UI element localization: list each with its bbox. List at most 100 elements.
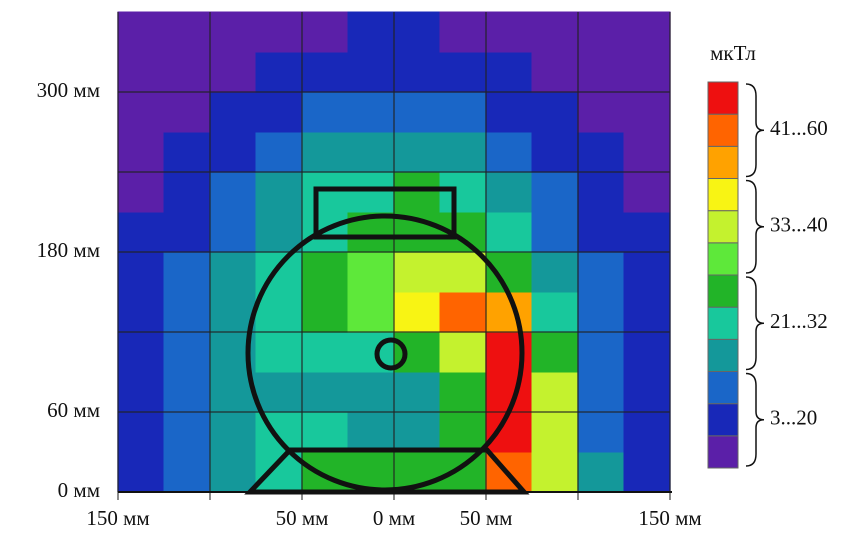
heat-cell xyxy=(164,412,211,453)
heat-cell xyxy=(302,132,349,173)
heat-cell xyxy=(486,412,533,453)
heat-cell xyxy=(256,132,303,173)
heat-cell xyxy=(256,12,303,53)
heat-cell xyxy=(394,172,441,213)
heat-cell xyxy=(578,452,625,493)
legend-label: 33...40 xyxy=(770,213,828,237)
legend-swatch xyxy=(708,404,738,436)
heat-cell xyxy=(302,412,349,453)
y-tick-label: 180 мм xyxy=(37,238,100,262)
legend-brace xyxy=(746,84,764,177)
heat-cell xyxy=(440,252,487,293)
heat-cell xyxy=(394,372,441,413)
heat-cell xyxy=(486,332,533,373)
x-tick-label: 50 мм xyxy=(276,506,329,530)
heat-cell xyxy=(532,252,579,293)
heat-cell xyxy=(578,252,625,293)
heat-cell xyxy=(532,412,579,453)
heat-cell xyxy=(164,132,211,173)
heat-cell xyxy=(578,332,625,373)
heat-cell xyxy=(532,452,579,493)
heat-cell xyxy=(532,172,579,213)
legend-swatch xyxy=(708,372,738,404)
legend-swatch xyxy=(708,114,738,146)
heat-cell xyxy=(486,132,533,173)
heat-cell xyxy=(394,52,441,93)
heat-cell xyxy=(348,292,395,333)
heat-cell xyxy=(210,212,257,253)
heat-cell xyxy=(440,52,487,93)
heat-cell xyxy=(118,12,165,53)
heat-cell xyxy=(302,332,349,373)
heat-cell xyxy=(440,332,487,373)
heat-cell xyxy=(118,52,165,93)
heat-cell xyxy=(256,92,303,133)
heat-cell xyxy=(532,52,579,93)
heat-cell xyxy=(256,372,303,413)
heat-cell xyxy=(210,172,257,213)
heat-cell xyxy=(348,252,395,293)
heat-cell xyxy=(210,52,257,93)
heat-cell xyxy=(624,252,671,293)
heat-cell xyxy=(624,12,671,53)
heat-cell xyxy=(348,372,395,413)
heat-cell xyxy=(164,372,211,413)
heat-cell xyxy=(532,332,579,373)
heat-cell xyxy=(348,412,395,453)
heat-cell xyxy=(624,332,671,373)
heat-cell xyxy=(394,12,441,53)
heat-cell xyxy=(532,132,579,173)
legend-brace xyxy=(746,277,764,370)
heat-cell xyxy=(532,12,579,53)
heat-cell xyxy=(578,92,625,133)
legend-swatch xyxy=(708,211,738,243)
heat-cell xyxy=(348,12,395,53)
heat-cell xyxy=(348,132,395,173)
heat-cell xyxy=(118,412,165,453)
heat-cell xyxy=(624,132,671,173)
heat-cell xyxy=(578,132,625,173)
colorbar-title: мкТл xyxy=(710,41,756,65)
heat-cell xyxy=(210,132,257,173)
x-tick-label: 0 мм xyxy=(373,506,415,530)
heat-cell xyxy=(394,412,441,453)
heat-cell xyxy=(348,92,395,133)
heat-cell xyxy=(486,92,533,133)
heat-cell xyxy=(256,172,303,213)
heat-cell xyxy=(302,52,349,93)
x-tick-label: 50 мм xyxy=(460,506,513,530)
heat-cell xyxy=(394,132,441,173)
heat-cell xyxy=(624,172,671,213)
heat-cell xyxy=(624,292,671,333)
legend-swatch xyxy=(708,436,738,468)
heat-cell xyxy=(118,212,165,253)
heat-cell xyxy=(256,292,303,333)
legend-swatch xyxy=(708,275,738,307)
heat-cell xyxy=(210,92,257,133)
legend-brace xyxy=(746,181,764,274)
heat-cell xyxy=(486,212,533,253)
heat-cell xyxy=(578,52,625,93)
heat-cell xyxy=(302,172,349,213)
heat-cell xyxy=(118,452,165,493)
heat-cell xyxy=(164,292,211,333)
legend-label: 21...32 xyxy=(770,309,828,333)
heat-cell xyxy=(118,372,165,413)
heat-cell xyxy=(440,12,487,53)
heat-cell xyxy=(348,172,395,213)
y-tick-label: 300 мм xyxy=(37,78,100,102)
heat-cell xyxy=(578,212,625,253)
legend-swatch xyxy=(708,339,738,371)
heat-cell xyxy=(440,132,487,173)
heat-cell xyxy=(440,292,487,333)
heat-cell xyxy=(164,252,211,293)
heat-cell xyxy=(164,452,211,493)
chart: мкТл 3...2021...3233...4041...60 150 мм5… xyxy=(0,0,861,533)
heat-cell xyxy=(440,452,487,493)
heat-cell xyxy=(624,92,671,133)
heat-cell xyxy=(210,252,257,293)
heat-cell xyxy=(578,412,625,453)
legend-swatch xyxy=(708,82,738,114)
heat-cell xyxy=(118,132,165,173)
